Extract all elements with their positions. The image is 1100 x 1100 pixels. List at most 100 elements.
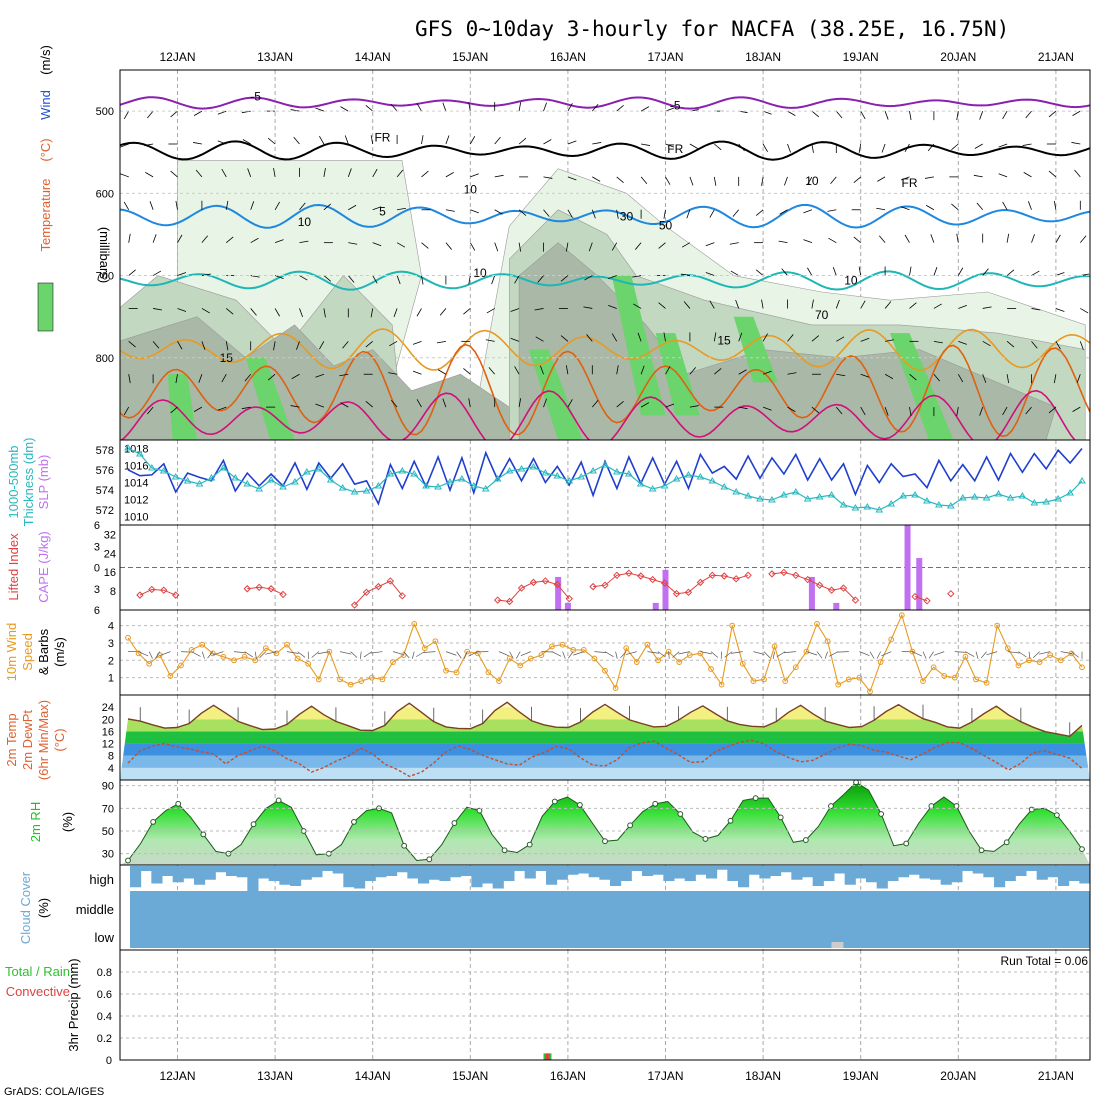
rh-marker xyxy=(677,811,684,817)
wind-barb xyxy=(250,201,255,210)
wind-barb xyxy=(242,139,251,145)
cape-bar xyxy=(833,602,840,610)
wind-barb xyxy=(323,308,326,318)
wind-barb xyxy=(267,373,276,381)
wind-speed-marker xyxy=(294,655,301,662)
wind-barb xyxy=(807,176,813,185)
thickness-marker xyxy=(171,473,180,480)
wind-barb-10m xyxy=(339,651,352,655)
wind-speed-marker xyxy=(856,674,863,681)
wind-barb xyxy=(152,341,160,349)
sounding-legend-label: (m/s) xyxy=(38,45,53,75)
wind-barb xyxy=(198,374,203,383)
wind-barb xyxy=(192,142,202,145)
wind-barb xyxy=(274,275,284,280)
wind-barb xyxy=(1048,110,1057,118)
wind-barb xyxy=(1055,308,1065,312)
temp-band xyxy=(120,731,1090,744)
wind-barb xyxy=(177,341,183,350)
wind-barb xyxy=(486,308,495,314)
wind-barb xyxy=(396,275,401,285)
wind-barb xyxy=(518,242,522,252)
wind-barb xyxy=(611,242,618,251)
wind-barb-10m xyxy=(411,651,415,659)
wind-barb xyxy=(588,242,593,252)
wind-barb xyxy=(658,242,666,249)
wind-barb xyxy=(226,308,234,315)
temp-ytick: 20 xyxy=(102,714,114,726)
cloud-high-bar xyxy=(194,866,206,885)
wind-speed-marker xyxy=(400,652,407,659)
cloud-high-bar xyxy=(620,866,632,881)
wind-speed-marker xyxy=(994,622,1001,629)
cloud-level-label: low xyxy=(94,930,114,945)
lifted-index-marker xyxy=(529,578,538,587)
wind-barb-10m xyxy=(445,651,457,656)
rh-legend-swatch xyxy=(37,282,54,332)
wind-speed-marker xyxy=(782,678,789,685)
wind-speed-marker xyxy=(252,657,259,664)
wind-barb xyxy=(762,406,772,411)
wind-barb-10m xyxy=(928,651,934,659)
wind-barb xyxy=(217,140,227,145)
wind-barb xyxy=(1076,374,1081,383)
wind-speed-marker xyxy=(1057,657,1064,664)
isotherm-label: 30 xyxy=(620,209,634,223)
wind-barb xyxy=(299,275,308,281)
thickness-marker xyxy=(231,474,240,481)
wind-barb xyxy=(787,110,796,116)
lifted-index-marker xyxy=(780,568,788,577)
wind-barb xyxy=(858,143,862,153)
cloud-high-bar xyxy=(1047,866,1059,878)
wind-speed-marker xyxy=(824,638,831,645)
wind-barb xyxy=(560,275,569,282)
wind-barb xyxy=(299,308,303,318)
wind-barb xyxy=(1048,170,1057,178)
isotherm-label: 5 xyxy=(379,205,386,219)
wind-barb xyxy=(299,202,306,211)
wind-barb xyxy=(884,110,889,120)
wind-barb-10m xyxy=(724,651,733,658)
wind-barb-10m xyxy=(772,651,775,659)
wind-barb xyxy=(881,143,886,153)
slp-ytick: 1010 xyxy=(124,512,148,524)
wind-barb xyxy=(640,176,648,185)
wind-barb xyxy=(904,143,910,152)
wind-barb xyxy=(437,369,447,375)
thickness-marker xyxy=(935,501,943,508)
wind-barb xyxy=(365,401,373,408)
wind-barb xyxy=(518,137,527,145)
wind-barb xyxy=(761,299,764,309)
lifted-index-line xyxy=(497,580,570,603)
wind-barb-10m xyxy=(138,651,149,657)
date-label-top: 14JAN xyxy=(355,50,391,64)
lifted-index-marker xyxy=(565,594,573,603)
thickness-marker xyxy=(648,485,657,492)
wind-barb xyxy=(909,111,912,121)
lifted-index-marker xyxy=(911,592,919,601)
thickness-marker xyxy=(851,504,860,511)
cloud-high-bar xyxy=(770,866,782,876)
wind-barb-10m xyxy=(265,651,277,655)
wind-speed-marker xyxy=(941,673,948,679)
wind-barb-10m xyxy=(657,651,666,658)
thickness-marker xyxy=(136,450,144,457)
wind-barb xyxy=(976,202,984,211)
lifted-index-line xyxy=(354,580,403,606)
wind-speed-line xyxy=(127,613,1083,693)
thickness-marker xyxy=(446,478,454,485)
wind-speed-marker xyxy=(1026,657,1032,664)
wind-barb xyxy=(567,399,573,408)
wind-speed-marker xyxy=(729,622,736,629)
temperature-isotherm xyxy=(120,328,1090,372)
wind-ylabel: & Barbs xyxy=(36,628,51,675)
thickness-marker xyxy=(374,482,383,489)
wind-barb xyxy=(340,402,349,408)
rh-marker xyxy=(125,857,131,864)
wind-barb-10m xyxy=(254,651,257,659)
precip-legend-total: Total / Rain xyxy=(5,964,70,979)
wind-barb-10m xyxy=(317,651,330,655)
wind-barb xyxy=(152,234,157,243)
wind-barb xyxy=(860,300,866,309)
cloud-high-bar xyxy=(311,866,323,878)
